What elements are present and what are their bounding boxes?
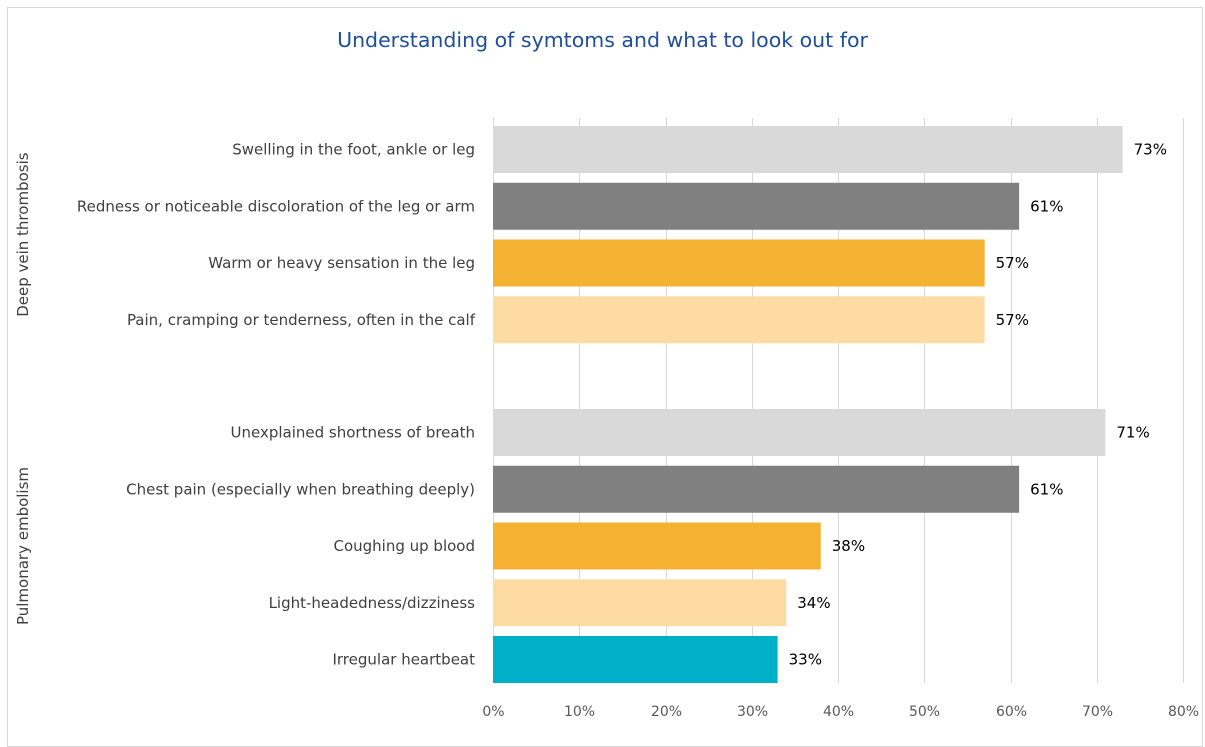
bar-0-3 [493, 296, 985, 344]
x-tick-label-7: 70% [1082, 704, 1113, 720]
bar-1-2 [493, 522, 821, 570]
value-label-1-2: 38% [832, 537, 865, 555]
value-label-1-3: 34% [797, 594, 830, 612]
value-label-1-0: 71% [1116, 424, 1149, 442]
x-tick-label-1: 10% [564, 704, 595, 720]
category-label-1-3: Light-headedness/dizziness [269, 594, 476, 612]
x-tick-label-3: 30% [737, 704, 768, 720]
value-label-0-3: 57% [996, 311, 1029, 329]
bar-0-1 [493, 182, 1020, 230]
category-label-1-2: Coughing up blood [333, 537, 475, 555]
category-label-0-2: Warm or heavy sensation in the leg [208, 254, 475, 272]
bar-0-2 [493, 239, 985, 287]
category-label-1-4: Irregular heartbeat [332, 651, 475, 669]
bar-1-0 [493, 409, 1106, 456]
category-label-1-0: Unexplained shortness of breath [231, 424, 475, 442]
value-label-1-1: 61% [1030, 480, 1063, 498]
x-tick-label-8: 80% [1168, 704, 1199, 720]
value-label-0-1: 61% [1030, 197, 1063, 215]
bars [493, 126, 1123, 683]
category-label-0-3: Pain, cramping or tenderness, often in t… [127, 311, 476, 329]
bar-0-0 [493, 126, 1123, 173]
bar-chart: 0% 10% 20% 30% 40% 50% 60% 70% 80% Swelling in th… [14, 118, 1199, 721]
bar-1-4 [493, 636, 778, 683]
x-tick-label-4: 40% [823, 704, 854, 720]
labels: 0% 10% 20% 30% 40% 50% 60% 70% 80% Swelling in th… [14, 141, 1199, 721]
category-label-0-0: Swelling in the foot, ankle or leg [232, 141, 475, 159]
value-label-0-2: 57% [996, 254, 1029, 272]
category-label-0-1: Redness or noticeable discoloration of t… [77, 197, 475, 215]
category-label-1-1: Chest pain (especially when breathing de… [126, 480, 475, 498]
x-tick-label-5: 50% [909, 704, 940, 720]
chart-title: Understanding of symtoms and what to loo… [337, 28, 868, 52]
x-tick-label-2: 20% [651, 704, 682, 720]
x-tick-label-0: 0% [482, 704, 504, 720]
group-label-0: Deep vein thrombosis [14, 152, 32, 317]
value-label-1-4: 33% [789, 651, 822, 669]
group-label-1: Pulmonary embolism [14, 467, 32, 625]
value-label-0-0: 73% [1134, 141, 1167, 159]
x-tick-label-6: 60% [996, 704, 1027, 720]
bar-1-1 [493, 465, 1020, 513]
bar-1-3 [493, 579, 787, 627]
